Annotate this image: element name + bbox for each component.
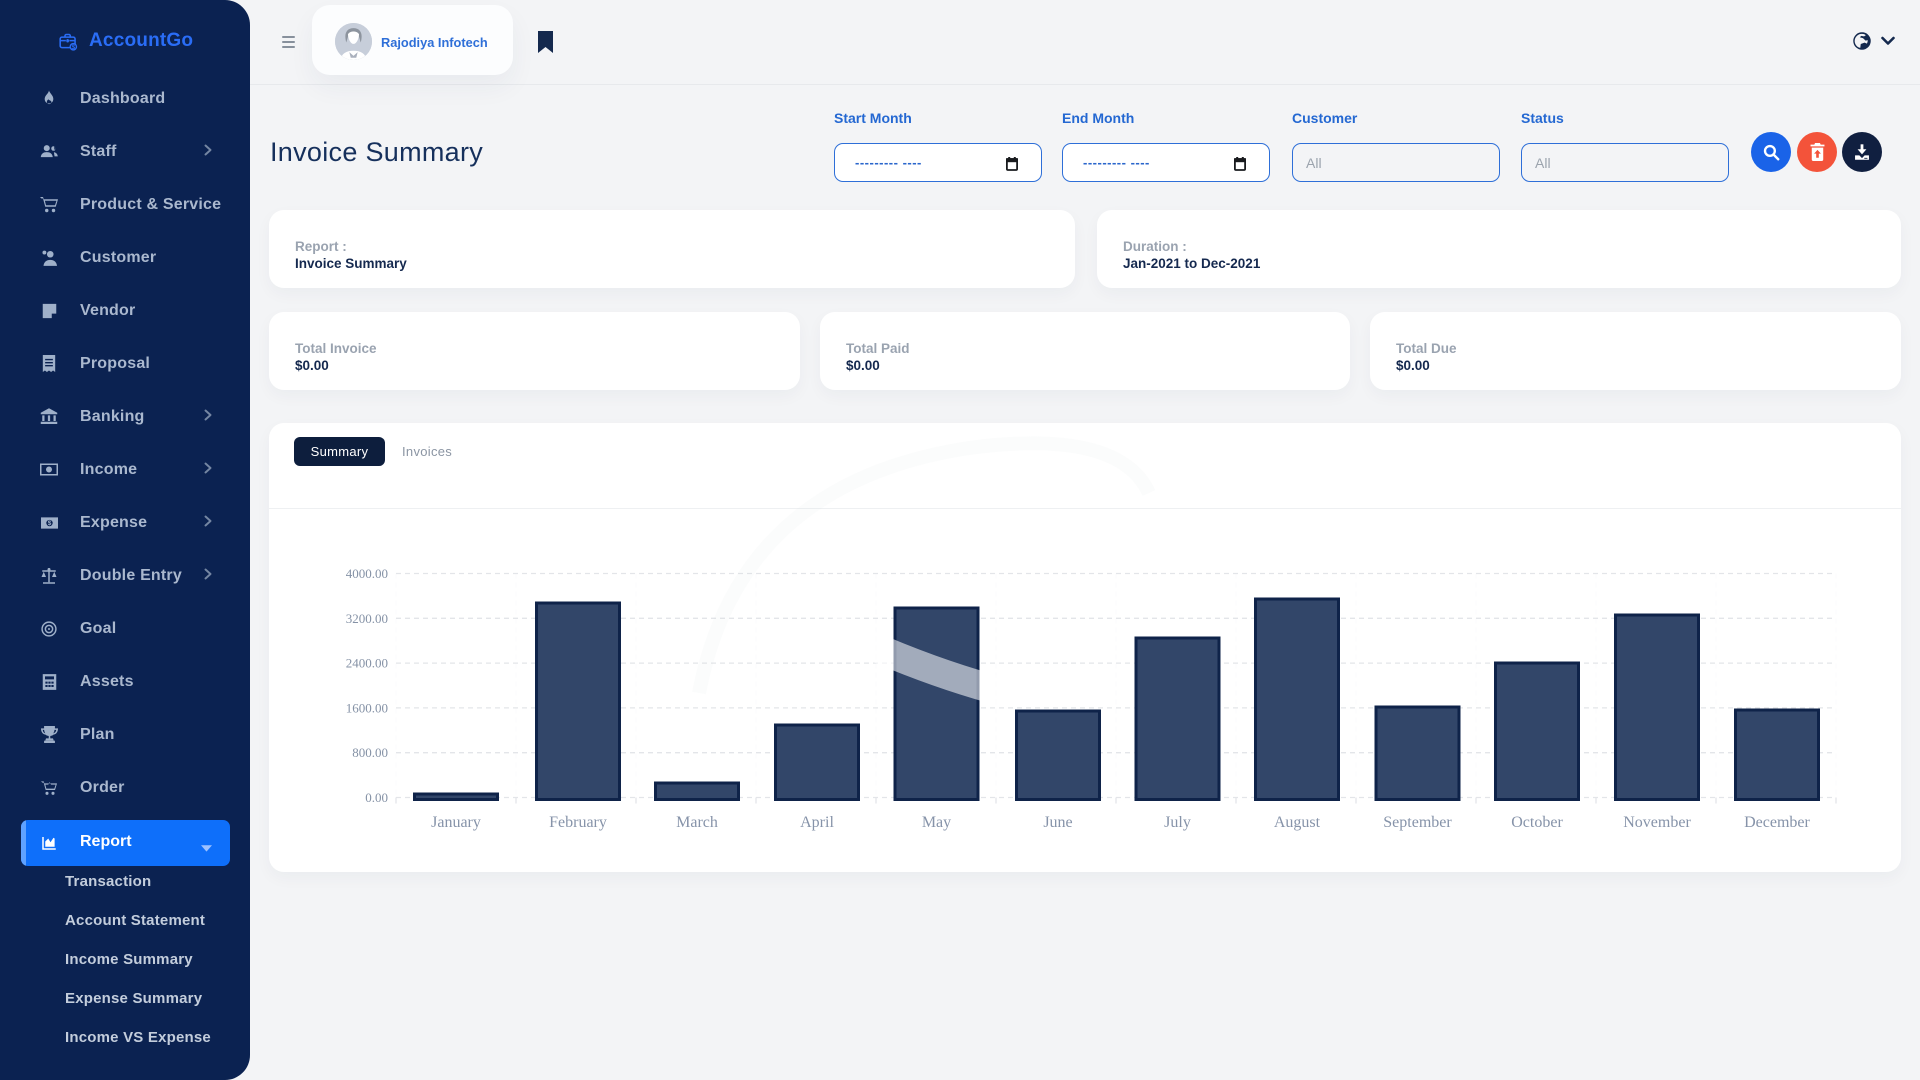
svg-text:4000.00: 4000.00 — [346, 566, 388, 581]
svg-text:800.00: 800.00 — [352, 745, 388, 760]
svg-text:July: July — [1164, 814, 1191, 831]
svg-text:September: September — [1383, 814, 1452, 831]
svg-text:August: August — [1274, 814, 1321, 831]
svg-text:June: June — [1043, 814, 1072, 831]
svg-text:$: $ — [47, 520, 51, 527]
svg-text:May: May — [922, 814, 951, 831]
svg-text:0.00: 0.00 — [365, 790, 388, 805]
svg-text:3200.00: 3200.00 — [346, 611, 388, 626]
svg-text:February: February — [549, 814, 607, 831]
svg-text:December: December — [1744, 814, 1810, 831]
svg-text:March: March — [676, 814, 718, 831]
svg-text:November: November — [1623, 814, 1691, 831]
svg-text:October: October — [1511, 814, 1563, 831]
svg-text:2400.00: 2400.00 — [346, 656, 388, 671]
svg-text:January: January — [431, 814, 481, 831]
svg-text:$: $ — [71, 44, 75, 51]
svg-text:1600.00: 1600.00 — [346, 700, 388, 715]
svg-text:April: April — [800, 814, 834, 831]
